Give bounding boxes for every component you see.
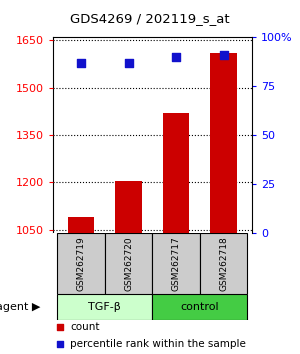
Text: TGF-β: TGF-β [88, 302, 121, 312]
Bar [163, 113, 189, 233]
Text: GSM262719: GSM262719 [76, 236, 85, 291]
Text: GSM262720: GSM262720 [124, 236, 133, 291]
Text: percentile rank within the sample: percentile rank within the sample [70, 339, 246, 349]
Text: GDS4269 / 202119_s_at: GDS4269 / 202119_s_at [70, 12, 230, 25]
Point [174, 54, 178, 59]
Text: GSM262718: GSM262718 [219, 236, 228, 291]
Bar [200, 233, 247, 294]
Text: control: control [180, 302, 219, 312]
Point [79, 60, 83, 65]
Bar [210, 53, 237, 233]
Bar [57, 233, 105, 294]
Text: count: count [70, 322, 100, 332]
Text: GSM262717: GSM262717 [172, 236, 181, 291]
Point [221, 52, 226, 58]
Bar [152, 233, 200, 294]
Point [58, 324, 63, 330]
Bar [57, 294, 152, 320]
Bar [152, 294, 247, 320]
Bar [116, 181, 142, 233]
Point [126, 60, 131, 65]
Bar [68, 217, 94, 233]
Bar [105, 233, 152, 294]
Point [58, 341, 63, 347]
Text: agent ▶: agent ▶ [0, 302, 40, 312]
